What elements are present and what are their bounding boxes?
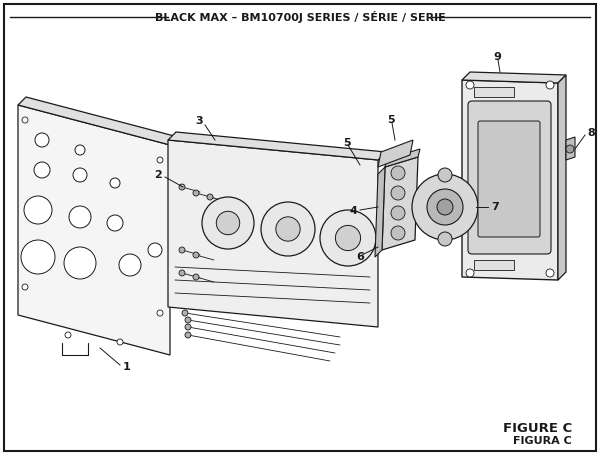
Circle shape — [217, 211, 240, 235]
Circle shape — [73, 168, 87, 182]
Text: 3: 3 — [196, 116, 203, 126]
Circle shape — [276, 217, 300, 241]
Circle shape — [207, 194, 213, 200]
Polygon shape — [558, 75, 566, 280]
Text: 7: 7 — [491, 202, 499, 212]
FancyBboxPatch shape — [478, 121, 540, 237]
Circle shape — [157, 157, 163, 163]
Circle shape — [193, 274, 199, 280]
Circle shape — [546, 81, 554, 89]
Text: BLACK MAX – BM10700J SERIES / SÉRIE / SERIE: BLACK MAX – BM10700J SERIES / SÉRIE / SE… — [155, 11, 445, 23]
Circle shape — [261, 202, 315, 256]
Circle shape — [185, 317, 191, 323]
Circle shape — [119, 254, 141, 276]
Circle shape — [438, 232, 452, 246]
Circle shape — [34, 162, 50, 178]
Polygon shape — [382, 157, 418, 250]
Circle shape — [193, 190, 199, 196]
Text: 2: 2 — [154, 170, 162, 180]
Circle shape — [179, 247, 185, 253]
Polygon shape — [18, 105, 170, 355]
Polygon shape — [375, 167, 385, 257]
Circle shape — [75, 145, 85, 155]
Circle shape — [185, 332, 191, 338]
Text: 1: 1 — [123, 362, 131, 372]
Circle shape — [22, 284, 28, 290]
Circle shape — [185, 324, 191, 330]
Text: FIGURE C: FIGURE C — [503, 423, 572, 435]
Circle shape — [157, 310, 163, 316]
Circle shape — [110, 178, 120, 188]
Circle shape — [21, 240, 55, 274]
Circle shape — [64, 247, 96, 279]
Circle shape — [427, 189, 463, 225]
Circle shape — [466, 81, 474, 89]
Circle shape — [437, 199, 453, 215]
Circle shape — [182, 310, 188, 316]
Circle shape — [438, 168, 452, 182]
Text: 5: 5 — [343, 138, 351, 148]
Circle shape — [193, 252, 199, 258]
Text: 8: 8 — [587, 128, 595, 138]
Polygon shape — [18, 97, 178, 145]
FancyBboxPatch shape — [468, 101, 551, 254]
Circle shape — [24, 196, 52, 224]
Circle shape — [148, 243, 162, 257]
Polygon shape — [462, 80, 558, 280]
Circle shape — [391, 166, 405, 180]
Bar — [474, 260, 514, 270]
Polygon shape — [168, 140, 378, 327]
Text: 9: 9 — [493, 52, 501, 62]
Circle shape — [546, 269, 554, 277]
Circle shape — [391, 186, 405, 200]
Circle shape — [69, 206, 91, 228]
Circle shape — [320, 210, 376, 266]
Text: 6: 6 — [356, 252, 364, 262]
Circle shape — [566, 145, 574, 153]
Text: 5: 5 — [387, 115, 395, 125]
Circle shape — [65, 332, 71, 338]
Polygon shape — [566, 137, 575, 160]
Polygon shape — [462, 72, 566, 83]
Circle shape — [335, 225, 361, 251]
Circle shape — [179, 184, 185, 190]
Circle shape — [412, 174, 478, 240]
Circle shape — [391, 206, 405, 220]
Circle shape — [179, 270, 185, 276]
Circle shape — [391, 226, 405, 240]
Text: 4: 4 — [349, 206, 357, 216]
Circle shape — [22, 117, 28, 123]
Circle shape — [35, 133, 49, 147]
Text: FIGURA C: FIGURA C — [513, 436, 572, 446]
Circle shape — [202, 197, 254, 249]
Bar — [474, 87, 514, 97]
Circle shape — [117, 339, 123, 345]
Circle shape — [107, 215, 123, 231]
FancyBboxPatch shape — [4, 4, 596, 451]
Polygon shape — [168, 132, 386, 160]
Polygon shape — [385, 149, 420, 167]
Polygon shape — [378, 140, 413, 167]
Circle shape — [466, 269, 474, 277]
